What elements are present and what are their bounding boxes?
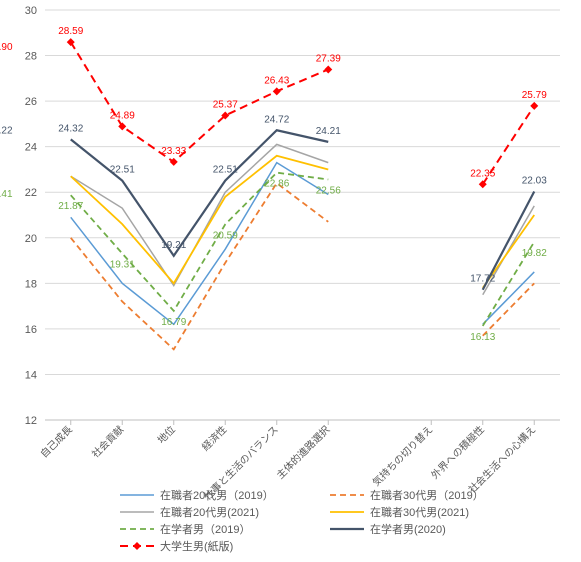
- y-tick-label: 22: [25, 187, 37, 199]
- legend-label: 在学者男（2019）: [160, 522, 250, 536]
- data-label: 23.33: [161, 146, 186, 157]
- data-label: 24.22: [0, 126, 13, 137]
- data-label: 27.90: [0, 42, 13, 53]
- legend-label: 大学生男(紙版): [160, 539, 233, 553]
- line-chart: 12141618202224262830自己成長社会貢献地位経済性仕事と生活のバ…: [0, 0, 581, 562]
- data-label: 22.86: [264, 179, 289, 190]
- data-label: 22.35: [470, 168, 495, 179]
- legend-label: 在学者男(2020): [370, 522, 446, 536]
- data-label: 24.32: [58, 123, 83, 134]
- data-label: 28.59: [58, 26, 83, 37]
- y-tick-label: 16: [25, 324, 37, 336]
- data-label: 22.51: [110, 165, 135, 176]
- data-label: 24.89: [110, 110, 135, 121]
- y-tick-label: 26: [25, 96, 37, 108]
- y-tick-label: 30: [25, 5, 37, 17]
- legend-label: 在職者20代男(2021): [160, 506, 259, 519]
- legend-label: 在職者20代男（2019）: [160, 489, 274, 502]
- data-label: 25.79: [522, 90, 547, 101]
- data-label: 17.72: [470, 274, 495, 285]
- data-label: 26.43: [264, 75, 289, 86]
- data-label: 22.41: [0, 189, 13, 200]
- data-label: 27.39: [316, 53, 341, 64]
- y-tick-label: 14: [25, 369, 37, 381]
- y-tick-label: 18: [25, 278, 37, 290]
- data-label: 20.59: [213, 230, 238, 241]
- y-tick-label: 20: [25, 233, 37, 245]
- data-label: 24.72: [264, 114, 289, 125]
- data-label: 22.51: [213, 165, 238, 176]
- data-label: 19.82: [522, 248, 547, 259]
- data-label: 16.13: [470, 332, 495, 343]
- data-label: 19.31: [110, 259, 135, 270]
- data-label: 19.21: [161, 240, 186, 251]
- data-label: 22.03: [522, 176, 547, 187]
- data-label: 16.79: [161, 317, 186, 328]
- data-label: 24.21: [316, 126, 341, 137]
- y-tick-label: 28: [25, 51, 37, 63]
- legend-label: 在職者30代男（2019）: [370, 489, 484, 502]
- legend-label: 在職者30代男(2021): [370, 506, 469, 519]
- data-label: 22.56: [316, 185, 341, 196]
- y-tick-label: 12: [25, 415, 37, 427]
- data-label: 21.87: [58, 201, 83, 212]
- y-tick-label: 24: [25, 142, 37, 154]
- data-label: 25.37: [213, 99, 238, 110]
